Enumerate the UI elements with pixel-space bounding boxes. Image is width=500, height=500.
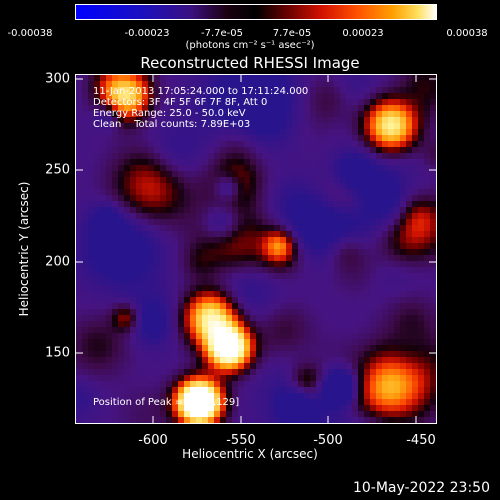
image-frame (75, 74, 437, 424)
colorbar-tick-label: -0.00038 (7, 28, 53, 39)
rhessi-image (76, 75, 436, 423)
y-axis-label: Heliocentric Y (arcsec) (17, 181, 31, 317)
y-tick-label: 200 (45, 254, 70, 270)
colorbar-tick-label: -7.7e-05 (201, 28, 243, 39)
y-tick-label: 150 (45, 345, 70, 361)
plot-timestamp: 10-May-2022 23:50 (352, 480, 490, 496)
annotation-peak-position: Position of Peak = [-579,129] (93, 397, 240, 408)
x-tick-label: -600 (138, 433, 168, 448)
annotation-clean-counts: Clean Total counts: 7.89E+03 (93, 119, 251, 130)
colorbar-units: (photons cm⁻² s⁻¹ asec⁻²) (185, 40, 315, 51)
x-tick-label: -550 (226, 433, 256, 448)
colorbar-tick-label: 0.00023 (342, 28, 384, 39)
annotation-time-range: 11-Jan-2013 17:05:24.000 to 17:11:24.000 (93, 86, 309, 97)
x-axis-label: Heliocentric X (arcsec) (182, 447, 318, 461)
colorbar (75, 4, 437, 20)
annotation-detectors: Detectors: 3F 4F 5F 6F 7F 8F, Att 0 (93, 97, 268, 108)
plot-title: Reconstructed RHESSI Image (140, 54, 360, 72)
y-tick-label: 300 (45, 71, 70, 87)
colorbar-tick-label: 0.00038 (446, 28, 488, 39)
x-tick-label: -500 (313, 433, 343, 448)
annotation-energy: Energy Range: 25.0 - 50.0 keV (93, 108, 246, 119)
x-tick-label: -450 (406, 433, 436, 448)
colorbar-tick-label: 7.7e-05 (272, 28, 312, 39)
colorbar-tick-label: -0.00023 (124, 28, 170, 39)
y-tick-label: 250 (45, 162, 70, 178)
